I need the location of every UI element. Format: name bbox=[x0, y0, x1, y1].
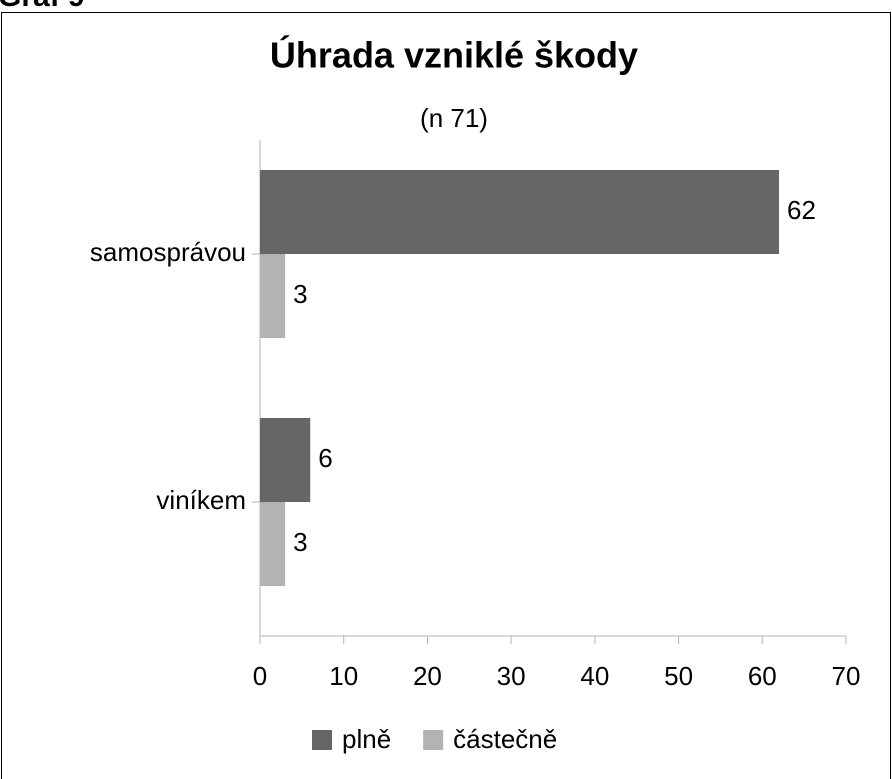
x-tick-label: 20 bbox=[413, 661, 442, 691]
x-tick-label: 0 bbox=[253, 661, 267, 691]
chart-title: Úhrada vzniklé škody bbox=[270, 34, 638, 76]
y-tick-label: samosprávou bbox=[90, 237, 246, 267]
x-tick-label: 10 bbox=[329, 661, 358, 691]
x-tick-label: 70 bbox=[832, 661, 861, 691]
x-tick-label: 50 bbox=[664, 661, 693, 691]
value-label: 6 bbox=[318, 443, 332, 473]
legend-swatch bbox=[423, 730, 444, 750]
value-label: 3 bbox=[293, 279, 307, 309]
legend-swatch bbox=[312, 730, 332, 750]
caption: Graf 9 bbox=[0, 0, 85, 13]
legend-label: plně bbox=[342, 724, 391, 754]
legend-label: částečně bbox=[453, 724, 557, 754]
chart-frame bbox=[1, 12, 891, 779]
bar bbox=[260, 418, 311, 502]
y-tick-label: viníkem bbox=[156, 485, 246, 515]
value-label: 62 bbox=[787, 195, 816, 225]
chart-subtitle: (n 71) bbox=[420, 103, 488, 133]
x-tick-label: 30 bbox=[497, 661, 526, 691]
x-tick-label: 60 bbox=[748, 661, 777, 691]
bar bbox=[260, 170, 780, 254]
x-tick-label: 40 bbox=[580, 661, 609, 691]
bar bbox=[260, 254, 286, 338]
bar bbox=[260, 502, 286, 586]
value-label: 3 bbox=[293, 527, 307, 557]
